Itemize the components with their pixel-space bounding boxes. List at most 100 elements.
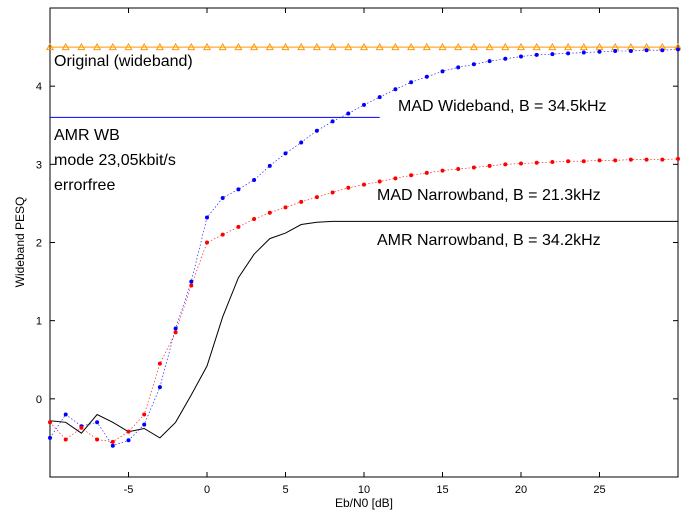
y-axis-ticks: 0 1 2 3 4 [36,81,678,406]
data-point [236,187,241,192]
data-point [77,42,86,51]
data-point [281,42,290,51]
data-point [63,412,68,417]
data-point [93,42,102,51]
annotation-amr-narrowband: AMR Narrowband, B = 34.2kHz [377,232,601,249]
data-point [48,420,52,425]
x-tick-label: 20 [515,484,527,496]
data-point [377,95,382,100]
annotation-original: Original (wideband) [54,53,193,70]
data-point [566,51,571,56]
data-point [564,42,573,51]
data-point [503,56,508,61]
data-point [595,42,604,51]
data-point [250,42,259,51]
data-point [613,48,618,53]
data-point [157,361,162,366]
data-point [110,443,115,448]
x-tick-label: 5 [282,484,288,496]
annotation-amr-wb-line2: mode 23,05kbit/s [54,152,176,169]
data-point [359,42,369,51]
x-tick-label: 10 [358,484,370,496]
data-point [503,162,508,167]
data-point [124,42,133,51]
annotation-amr-wb-line1: AMR WB [54,127,120,144]
data-point [454,42,463,51]
data-point [407,42,416,51]
data-point [422,42,431,51]
data-point [487,59,492,64]
data-point [409,80,414,85]
data-point [597,158,602,163]
y-tick-label: 2 [36,238,42,250]
data-point [375,42,384,51]
data-point [95,437,100,442]
y-tick-label: 4 [36,81,42,93]
data-point [220,195,225,200]
data-point [579,42,588,51]
data-point [265,42,274,51]
data-point [126,438,131,443]
data-point [393,176,398,181]
data-point [440,168,445,173]
data-point [628,48,633,53]
data-point [516,42,526,51]
data-point [95,420,100,425]
data-point [218,42,227,51]
data-point [314,128,319,133]
data-point [142,422,147,427]
data-point [45,42,55,51]
data-point [220,232,225,237]
data-point [283,205,288,210]
y-tick-label: 3 [36,159,42,171]
data-point [469,42,478,51]
series-markers [45,42,681,448]
data-point [155,42,164,51]
data-point [171,42,180,51]
data-point [157,385,162,390]
data-point [550,159,555,164]
data-point [346,111,351,116]
data-point [189,283,194,288]
annotation-mad-narrowband: MAD Narrowband, B = 21.3kHz [377,187,601,204]
data-point [108,42,117,51]
data-point [344,42,353,51]
data-point [267,163,272,168]
data-point [346,185,351,190]
annotation-amr-wb-line3: errorfree [54,177,115,194]
x-tick-label: 0 [204,484,210,496]
data-point [236,224,241,229]
series-line-3 [49,158,679,443]
data-point [328,42,337,51]
data-point [267,210,272,215]
data-point [79,425,84,430]
data-point [187,42,196,51]
data-point [189,279,194,284]
data-point [519,54,523,59]
data-point [234,42,243,51]
y-tick-label: 0 [36,394,42,406]
x-tick-label: -5 [124,484,134,496]
data-point [597,49,602,54]
data-point [299,199,304,204]
x-axis-ticks: -5 0 5 10 15 20 25 [124,8,606,496]
data-point [534,160,539,165]
data-point [362,102,366,107]
data-point [660,48,665,53]
data-point [63,437,68,442]
data-point [314,195,319,200]
data-point [501,42,510,51]
data-point [581,50,586,55]
data-point [628,157,633,162]
data-point [142,412,147,417]
x-axis-label: Eb/N0 [dB] [335,496,393,510]
x-tick-label: 25 [593,484,605,496]
annotation-mad-wideband: MAD Wideband, B = 34.5kHz [398,98,607,115]
data-point [252,177,257,182]
x-tick-label: 15 [436,484,448,496]
data-point [330,119,335,124]
data-point [644,48,649,53]
data-point [519,161,523,166]
data-point [438,42,447,51]
